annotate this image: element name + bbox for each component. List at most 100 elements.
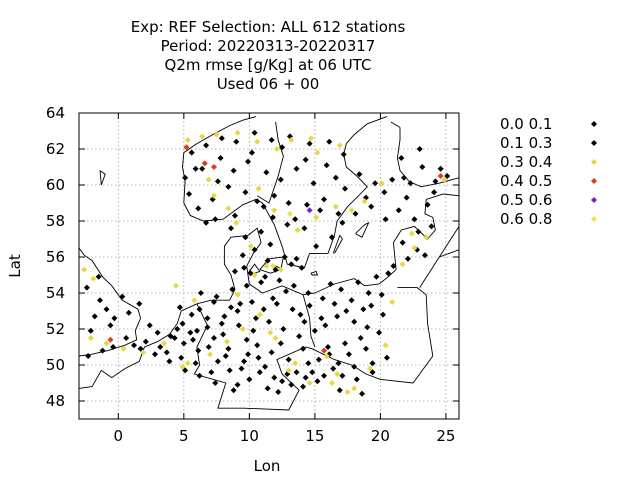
data-point-series-1 xyxy=(342,340,348,347)
data-points xyxy=(81,129,451,397)
data-point-series-0 xyxy=(107,322,114,329)
data-point-series-0 xyxy=(229,286,236,293)
data-point-series-1 xyxy=(182,367,189,374)
data-point-series-1 xyxy=(403,194,410,201)
data-point-series-2 xyxy=(205,176,212,183)
data-point-series-0 xyxy=(336,387,343,394)
data-point-series-1 xyxy=(362,345,369,352)
data-point-series-1 xyxy=(205,344,212,350)
data-point-series-1 xyxy=(220,331,227,338)
data-point-series-1 xyxy=(321,372,328,379)
data-point-series-1 xyxy=(302,374,309,381)
data-point-series-1 xyxy=(317,207,324,214)
coastline-segment xyxy=(275,265,280,269)
data-point-series-1 xyxy=(380,311,386,318)
data-point-series-1 xyxy=(357,335,364,341)
data-point-series-2 xyxy=(103,340,110,347)
data-point-series-1 xyxy=(271,192,278,199)
data-point-series-2 xyxy=(334,371,341,377)
data-point-series-0 xyxy=(204,324,211,331)
data-point-series-1 xyxy=(352,210,359,217)
legend-marker xyxy=(591,178,597,184)
data-point-series-0 xyxy=(356,171,363,178)
data-point-series-0 xyxy=(234,381,241,388)
data-point-series-1 xyxy=(210,335,217,341)
data-point-series-0 xyxy=(321,196,328,203)
data-point-series-0 xyxy=(306,302,313,309)
data-point-series-0 xyxy=(277,340,284,347)
data-point-series-2 xyxy=(336,142,343,149)
data-point-series-2 xyxy=(161,340,168,347)
data-point-series-1 xyxy=(304,201,310,208)
data-point-series-1 xyxy=(85,353,92,359)
data-point-series-1 xyxy=(269,214,276,221)
data-point-series-1 xyxy=(258,228,265,235)
data-point-series-1 xyxy=(174,326,181,332)
data-point-series-2 xyxy=(366,365,373,372)
data-point-series-1 xyxy=(360,306,367,313)
data-point-series-3 xyxy=(183,144,190,151)
data-point-series-2 xyxy=(389,299,396,305)
data-point-series-0 xyxy=(327,281,334,287)
data-point-series-1 xyxy=(264,385,271,392)
data-point-series-5 xyxy=(286,210,293,217)
data-point-series-2 xyxy=(423,234,430,241)
data-point-series-2 xyxy=(411,245,418,251)
data-point-series-1 xyxy=(332,174,339,181)
data-point-series-3 xyxy=(201,160,208,167)
coastline-segment xyxy=(332,234,343,254)
data-point-series-1 xyxy=(251,246,258,253)
data-point-series-1 xyxy=(372,180,379,187)
data-point-series-1 xyxy=(351,363,358,370)
data-point-series-1 xyxy=(246,376,253,383)
data-point-series-1 xyxy=(276,277,283,284)
data-point-series-1 xyxy=(83,284,90,291)
data-point-series-1 xyxy=(315,356,322,363)
data-point-series-1 xyxy=(348,297,355,304)
data-point-series-1 xyxy=(285,200,292,206)
data-point-series-1 xyxy=(399,239,406,246)
coastline-segment xyxy=(302,294,316,348)
data-point-series-0 xyxy=(136,300,143,307)
data-point-series-0 xyxy=(131,342,138,349)
data-point-series-1 xyxy=(225,345,232,352)
data-point-series-0 xyxy=(305,360,312,367)
data-point-series-1 xyxy=(228,304,234,311)
data-point-series-1 xyxy=(188,149,195,156)
data-point-series-1 xyxy=(146,322,153,329)
data-point-series-0 xyxy=(339,372,346,379)
data-point-series-2 xyxy=(441,176,448,183)
data-point-series-0 xyxy=(226,367,233,374)
data-point-series-1 xyxy=(305,290,312,296)
data-point-series-0 xyxy=(424,201,431,208)
data-point-series-1 xyxy=(421,252,428,259)
data-point-series-2 xyxy=(179,363,186,370)
data-point-series-1 xyxy=(339,219,346,226)
data-point-series-2 xyxy=(267,329,274,336)
data-point-series-0 xyxy=(241,264,248,271)
data-point-series-0 xyxy=(248,149,255,156)
data-point-series-1 xyxy=(266,318,272,325)
y-axis-ticks: 48 50 52 54 56 58 60 62 64 xyxy=(46,104,459,410)
data-point-series-1 xyxy=(277,176,284,183)
data-point-series-1 xyxy=(351,318,358,325)
title-line-4: Used 06 + 00 xyxy=(217,75,320,93)
y-tick-label: 62 xyxy=(46,140,65,158)
data-point-series-2 xyxy=(191,297,198,304)
data-point-series-1 xyxy=(123,335,130,341)
data-point-series-2 xyxy=(225,205,232,212)
data-point-series-1 xyxy=(250,327,257,334)
data-point-series-0 xyxy=(271,374,278,381)
data-point-series-2 xyxy=(263,263,270,269)
y-tick-label: 54 xyxy=(46,284,65,302)
data-point-series-1 xyxy=(182,174,189,181)
data-point-series-2 xyxy=(233,219,240,226)
data-point-series-1 xyxy=(163,349,170,356)
data-point-series-1 xyxy=(378,291,385,298)
data-point-series-1 xyxy=(142,338,149,345)
data-point-series-1 xyxy=(313,243,320,250)
data-point-series-0 xyxy=(179,320,186,327)
data-point-series-2 xyxy=(307,135,314,142)
data-point-series-0 xyxy=(359,390,366,397)
